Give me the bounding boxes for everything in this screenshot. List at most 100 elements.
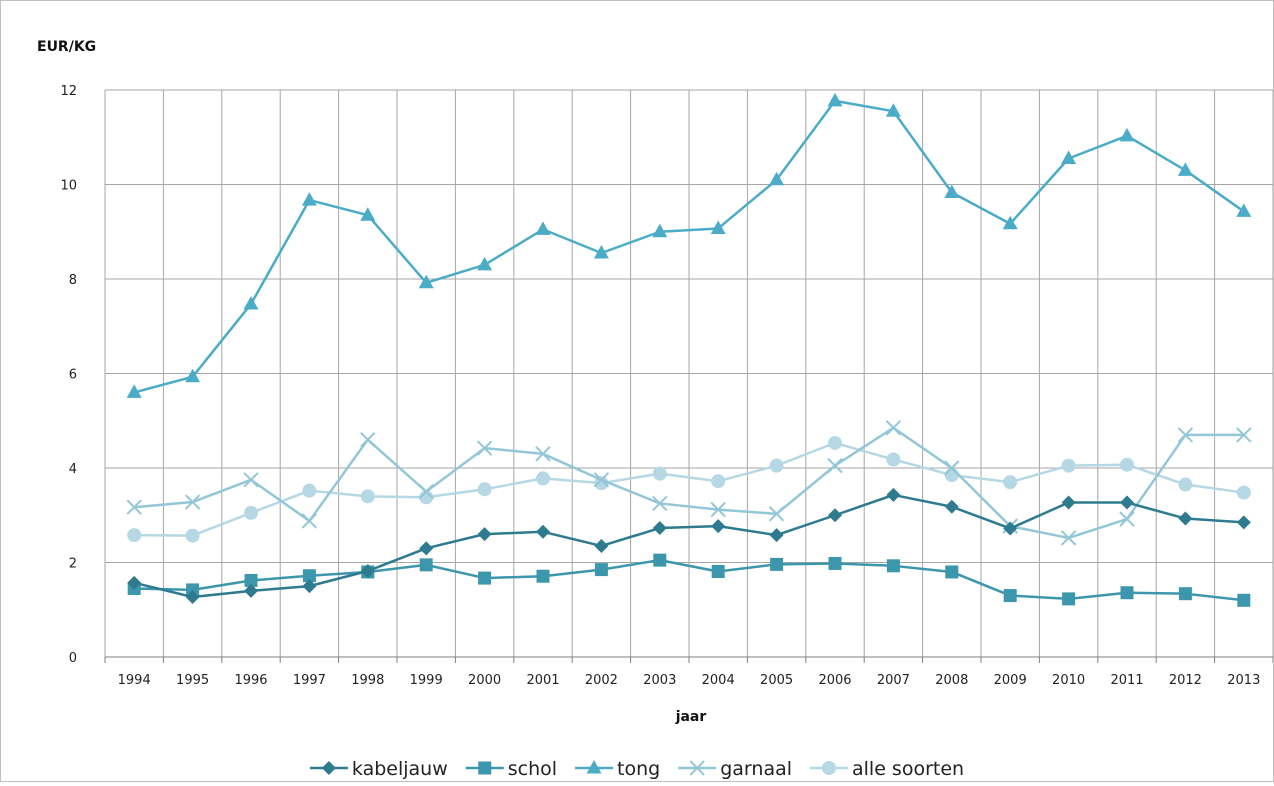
data-point-tong [944,184,960,199]
x-tick-label: 2012 [1169,673,1202,688]
data-point-tong [243,296,259,310]
data-point-alle-soorten [127,528,142,543]
legend-item-kabeljauw: kabeljauw [309,758,448,780]
legend-label: kabeljauw [352,758,448,780]
data-point-alle-soorten [944,468,959,483]
legend-label: garnaal [720,758,792,780]
data-point-garnaal [944,460,960,476]
data-point-schol [478,571,492,585]
data-point-alle-soorten [1178,477,1193,492]
data-point-garnaal [1060,530,1077,546]
data-point-garnaal [1236,427,1252,443]
data-point-garnaal [1177,427,1194,443]
series-line-tong [133,99,1245,394]
marker-stroke [301,513,318,529]
data-point-kabeljauw [594,538,609,553]
marker-stroke [1177,427,1194,443]
data-point-tong [827,92,843,107]
data-point-tong [710,220,726,234]
series-garnaal [126,420,1252,546]
data-point-garnaal [476,440,493,456]
y-axis-label: EUR/KG [37,39,96,55]
series-line-alle-soorten [134,441,1244,537]
data-point-garnaal [535,446,551,462]
x-tick-label: 1996 [234,673,267,688]
x-tick-label: 1997 [293,673,326,688]
data-point-alle-soorten [1061,458,1076,473]
data-point-tong [477,256,493,271]
data-point-tong [1119,127,1135,142]
data-point-alle-soorten [360,489,375,504]
data-point-schol [186,583,200,597]
data-point-schol [1178,587,1192,601]
data-point-kabeljauw [944,499,959,514]
data-point-schol [594,563,608,577]
data-point-garnaal [1119,511,1135,527]
data-point-kabeljauw [536,524,550,539]
x-tick-label: 2011 [1110,673,1143,688]
data-point-kabeljauw [244,583,258,598]
series-schol [127,553,1251,607]
data-point-schol [302,569,316,583]
data-point-tong [301,192,317,206]
data-point-garnaal [652,495,668,512]
x-tick-label: 1994 [118,673,151,688]
data-point-garnaal [710,501,726,518]
data-point-tong [418,274,434,289]
data-point-schol [1003,589,1017,603]
data-point-tong [1177,162,1193,176]
marker-stroke [689,760,705,776]
data-point-kabeljauw [1236,515,1251,530]
marker-stroke [710,501,726,518]
legend-item-tong: tong [575,758,660,780]
x-tick-label: 2006 [818,673,851,688]
axes [104,656,1274,663]
x-tick-label: 1998 [351,673,384,688]
data-point-kabeljauw [185,589,200,604]
data-point-tong [1002,215,1018,230]
series-line-kabeljauw [133,493,1244,599]
data-point-schol [419,558,433,572]
x-tick-label: 2005 [760,673,793,688]
data-point-schol [770,557,784,571]
data-point-schol [1062,592,1076,606]
data-point-alle-soorten [1003,475,1018,490]
data-point-schol [536,569,550,583]
legend-item-schol: schol [465,758,557,780]
data-point-alle-soorten [1236,485,1251,500]
marker-stroke [126,499,142,515]
series-alle-soorten [127,435,1251,543]
series-layer [126,92,1252,607]
data-point-alle-soorten [244,505,258,520]
data-point-schol [945,565,959,579]
legend: kabeljauw schol tong garnaal alle soorten [309,758,964,780]
data-point-kabeljauw [1061,495,1076,510]
data-point-alle-soorten [652,466,667,481]
data-point-kabeljauw [828,508,842,523]
x-tick-label: 2009 [994,673,1027,688]
data-point-alle-soorten [886,452,901,467]
series-tong [126,92,1252,398]
data-point-garnaal [301,513,318,529]
marker-stroke [944,460,960,476]
data-point-garnaal [885,420,902,436]
tick-labels: 0 2 4 6 8 10 12 1994 1995 1996 1997 1998 1999 2000 200… [60,84,1260,688]
data-point-kabeljauw [886,487,901,502]
legend-label: schol [508,758,557,780]
data-point-garnaal [243,472,259,488]
data-point-garnaal [768,506,785,522]
marker-stroke [885,420,902,436]
legend-marker [478,761,492,775]
data-point-schol [244,573,258,587]
legend-marker [321,761,336,775]
x-tick-label: 2008 [935,673,968,688]
marker-stroke [418,483,434,500]
legend-label: tong [617,758,660,780]
marker-stroke [1060,530,1077,546]
legend-label: alle soorten [852,758,964,780]
y-tick-label: 4 [69,462,77,477]
x-tick-label: 2000 [468,673,501,688]
data-point-tong [126,384,142,398]
